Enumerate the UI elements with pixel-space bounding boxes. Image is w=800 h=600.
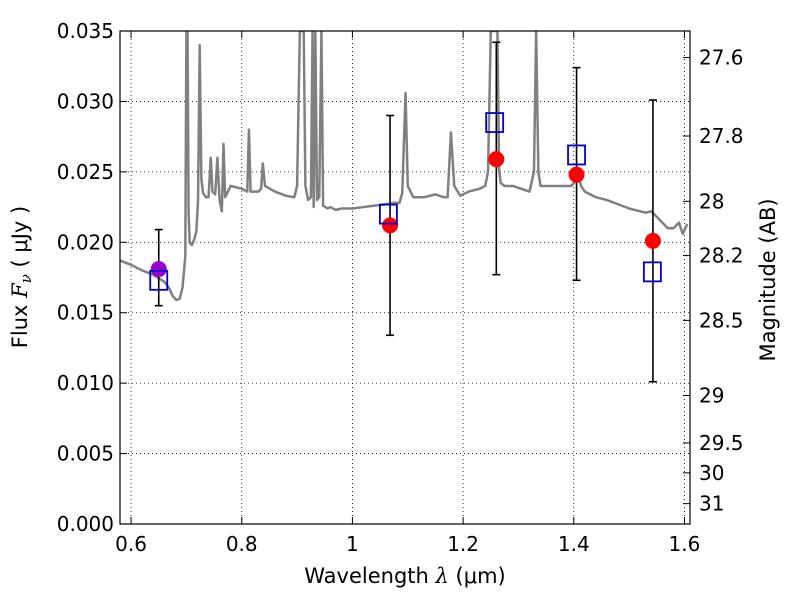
model-point [485,112,505,133]
model-spectrum [120,31,689,302]
observed-points [150,151,661,278]
x-axis-label: Wavelength λ (μm) [304,564,505,588]
y-tick-label: 0.010 [57,371,114,395]
x-tick-labels: 0.6 0.8 1 1.2 1.4 1.6 [115,532,700,556]
y2-tick-label: 29.5 [699,431,744,455]
y2-tick-labels: 27.6 27.8 28 28.2 28.5 29 29.5 30 31 [699,46,744,516]
x-tick-label: 1.2 [447,532,479,556]
x-axis-symbol: λ [435,564,449,588]
observed-point [150,261,167,278]
y-axis-unit: ( μJy ) [8,206,32,268]
model-point [642,261,662,283]
x-tick-label: 1.4 [558,532,590,556]
y2-tick-label: 29 [699,384,724,408]
observed-point [644,232,661,249]
y-axis-symbol: F [8,282,32,299]
y-tick-label: 0.015 [57,301,114,325]
model-photometry-points [149,112,662,291]
y2-tick-label: 27.6 [699,46,744,70]
model-point [567,144,586,166]
y2-tick-label: 28.2 [699,244,744,268]
plot-frame [119,30,691,525]
y-axis-subscript: ν [17,274,35,283]
spectrum-line [120,31,689,302]
axis-ticks [120,30,690,525]
y2-tick-label: 28 [699,189,724,213]
y-tick-label: 0.020 [57,230,114,254]
y-tick-label: 0.030 [57,89,114,113]
x-tick-label: 0.6 [115,532,147,556]
observed-point [382,217,399,234]
observed-point [488,151,505,168]
y-tick-label: 0.035 [57,19,114,43]
y2-tick-label: 28.5 [699,308,744,332]
model-point [378,203,398,225]
y2-tick-label: 27.8 [699,124,744,148]
y-axis-label: Flux Fν ( μJy ) [8,206,35,348]
y-tick-label: 0.005 [57,442,114,466]
x-tick-label: 0.8 [226,532,258,556]
x-axis-unit: (μm) [456,564,506,588]
y2-tick-label: 31 [699,492,724,516]
x-tick-label: 1 [346,532,359,556]
y-tick-labels: 0.000 0.005 0.010 0.015 0.020 0.025 0.030 0.035 [57,19,114,536]
y-tick-label: 0.025 [57,160,114,184]
x-tick-label: 1.6 [669,532,701,556]
model-point [149,269,169,291]
observed-point [568,166,585,183]
y2-tick-label: 30 [699,461,724,485]
y2-axis-label: Magnitude (AB) [756,198,780,361]
y-tick-label: 0.000 [57,512,114,536]
